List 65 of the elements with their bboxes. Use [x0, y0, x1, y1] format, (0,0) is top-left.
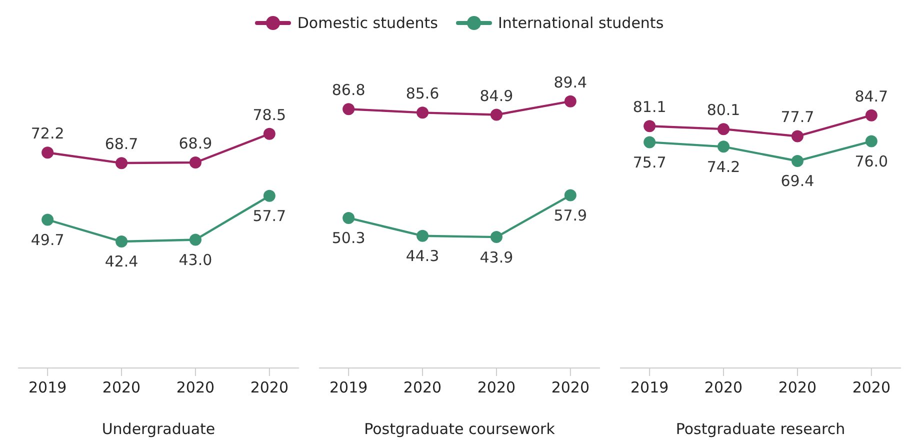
x-tick-label: 2019 — [630, 378, 669, 397]
point — [791, 130, 804, 142]
point — [342, 103, 355, 116]
point — [490, 108, 502, 121]
point — [189, 156, 202, 168]
data-label: 72.2 — [30, 124, 64, 143]
point — [644, 120, 656, 132]
x-tick-label: 2019 — [329, 378, 368, 397]
x-tick-label: 2020 — [704, 378, 743, 397]
data-label: 78.5 — [252, 106, 286, 124]
point — [791, 154, 804, 167]
x-tick-label: 2020 — [852, 378, 891, 397]
data-label: 49.7 — [30, 230, 64, 249]
x-tick-label: 2020 — [403, 378, 442, 397]
point — [490, 231, 502, 244]
data-label: 68.9 — [178, 134, 212, 152]
x-tick-label: 2020 — [551, 378, 590, 397]
x-tick-label: 2019 — [28, 378, 67, 397]
data-label: 76.0 — [854, 152, 888, 171]
point — [865, 109, 878, 122]
data-label: 69.4 — [780, 172, 814, 190]
data-label: 74.2 — [706, 158, 740, 176]
data-label: 86.8 — [332, 81, 366, 100]
point — [416, 230, 429, 242]
x-axis-title: Postgraduate coursework — [364, 420, 556, 438]
legend-label: Domestic students — [297, 14, 438, 32]
point — [342, 212, 355, 224]
point — [42, 214, 54, 226]
point — [42, 146, 54, 159]
data-label: 81.1 — [632, 98, 666, 116]
data-label: 57.7 — [252, 207, 286, 226]
data-label: 42.4 — [104, 252, 138, 271]
x-tick-label: 2020 — [102, 378, 141, 397]
data-label: 57.9 — [554, 206, 588, 224]
data-label: 43.0 — [178, 250, 212, 269]
point — [263, 190, 276, 202]
legend-label: International students — [498, 14, 664, 32]
point — [564, 95, 576, 108]
x-tick-label: 2020 — [778, 378, 817, 397]
point — [644, 136, 656, 148]
x-tick-label: 2020 — [176, 378, 215, 397]
point — [564, 189, 576, 202]
point — [263, 128, 276, 140]
x-axis-title: Undergraduate — [102, 420, 216, 438]
data-label: 89.4 — [554, 73, 588, 92]
data-label: 80.1 — [706, 101, 740, 120]
data-label: 44.3 — [406, 247, 440, 266]
data-label: 43.9 — [480, 248, 514, 266]
data-label: 50.3 — [332, 229, 366, 248]
data-label: 85.6 — [406, 84, 440, 103]
x-tick-label: 2020 — [250, 378, 289, 397]
data-label: 84.9 — [480, 86, 514, 105]
point — [416, 106, 429, 119]
point — [116, 157, 128, 170]
point — [865, 135, 878, 148]
x-axis-title: Postgraduate research — [676, 420, 846, 438]
data-label: 77.7 — [780, 108, 814, 126]
point — [718, 123, 730, 136]
point — [189, 234, 202, 246]
point — [116, 236, 128, 248]
data-label: 84.7 — [854, 87, 888, 106]
data-label: 75.7 — [632, 153, 666, 172]
data-label: 68.7 — [104, 135, 138, 154]
x-tick-label: 2020 — [477, 378, 516, 397]
point — [718, 140, 730, 153]
